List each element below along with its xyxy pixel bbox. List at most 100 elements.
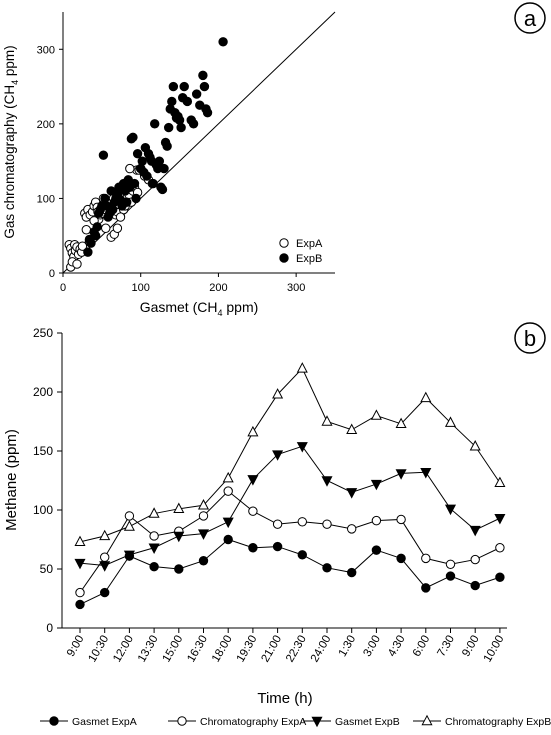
panel-a-legend: ExpA ExpB — [279, 238, 323, 265]
panel-a-point-expb — [150, 119, 160, 129]
panel-b-x-ticks: 9:00 10:30 12:00 13:30 15:00 16:30 18:00 19:30 2… — [65, 628, 506, 664]
panel-b-point-chromatography-expa — [421, 553, 431, 564]
panel-b-point-gasmet-expa — [470, 580, 480, 591]
panel-a-x-axis-label: Gasmet (CH4 ppm) — [140, 299, 259, 318]
panel-b-x-tick-label: 21:00 — [259, 634, 284, 665]
panel-b-legend: Gasmet ExpA Chromatography ExpA Gasmet Exp… — [40, 714, 551, 728]
panel-b-point-chromatography-expa — [124, 511, 135, 521]
panel-b-point-gasmet-expa — [297, 550, 307, 560]
panel-b-point-gasmet-expb — [173, 531, 185, 543]
panel-b-point-chromatography-expb — [444, 416, 457, 427]
panel-b-x-axis-label: Time (h) — [257, 690, 312, 707]
panel-b-x-tick-label: 10:30 — [87, 634, 112, 665]
panel-b-point-gasmet-expa — [198, 556, 209, 566]
panel-b-legend-marker-chromatography-expb — [421, 714, 433, 726]
panel-a-x-tick-label: 200 — [209, 282, 227, 294]
panel-a-reference-line — [62, 11, 336, 274]
panel-b-point-gasmet-expa — [223, 534, 233, 545]
panel-b-point-chromatography-expb — [123, 520, 135, 531]
panel-a-point-expb — [92, 222, 102, 232]
panel-b-point-chromatography-expa — [470, 554, 480, 565]
panel-b-point-chromatography-expb — [494, 476, 506, 488]
panel-a-point-expb — [90, 231, 101, 241]
panel-a-point-expb — [182, 96, 193, 107]
panel-b-x-tick-label: 6:00 — [411, 634, 433, 659]
panel-b-y-axis-label: Methane (ppm) — [3, 429, 20, 531]
panel-b-x-tick-label: 9:00 — [65, 634, 87, 659]
panel-a-point-expb — [191, 89, 202, 99]
panel-a-y-tick-label: 200 — [37, 119, 55, 131]
panel-a-point-expb — [179, 81, 189, 92]
panel-b-point-chromatography-expb — [296, 362, 308, 373]
panel-b-x-tick-label: 7:30 — [436, 634, 458, 659]
panel-a-point-expa — [77, 241, 88, 251]
panel-b-series-lines — [79, 367, 501, 605]
panel-b-y-tick-label: 50 — [40, 562, 54, 576]
panel-a-point-expb — [168, 81, 179, 92]
panel-b-point-gasmet-expb — [247, 475, 259, 486]
panel-b-y-tick-label: 200 — [33, 385, 53, 399]
panel-a-x-ticks: 0 100 200 300 — [60, 273, 305, 294]
panel-a-point-expb — [199, 81, 210, 92]
panel-b-line-chromatography-expa — [79, 490, 501, 593]
panel-a-y-tick-label: 300 — [37, 44, 55, 56]
panel-a-y-axis-label: Gas chromatography (CH4 ppm) — [2, 45, 20, 238]
panel-b-point-chromatography-expb — [321, 415, 333, 426]
panel-a-point-expb — [108, 204, 118, 215]
panel-b-line-gasmet-expb — [79, 445, 501, 566]
panel-a-points — [64, 37, 228, 272]
panel-b-point-gasmet-expa — [248, 543, 258, 553]
panel-a-y-ticks: 0 100 200 300 — [37, 44, 63, 280]
panel-b-series-markers — [74, 362, 506, 610]
panel-a-label-circle — [514, 2, 546, 34]
panel-b-legend-label: Chromatography ExpA — [200, 716, 306, 728]
panel-b-y-tick-label: 0 — [46, 621, 53, 635]
panel-b-point-chromatography-expb — [395, 417, 407, 429]
panel-a-point-expb — [98, 150, 109, 160]
panel-a-point-expb — [100, 193, 110, 204]
panel-b-label-circle — [514, 322, 546, 354]
panel-b-legend-label: Gasmet ExpA — [72, 716, 137, 728]
panel-b-point-chromatography-expb — [370, 409, 382, 420]
panel-a-legend-marker-expa — [279, 238, 289, 248]
panel-a-point-expa — [81, 225, 92, 235]
panel-b-point-gasmet-expa — [445, 571, 456, 581]
panel-b-point-gasmet-expa — [495, 572, 505, 582]
panel-b-label: b — [524, 326, 536, 351]
panel-a-point-expb — [131, 193, 141, 204]
panel-b-point-chromatography-expb — [173, 502, 185, 514]
panel-b-legend-marker-gasmet-expb — [311, 716, 323, 728]
panel-b-point-gasmet-expa — [421, 583, 431, 593]
panel-b-point-gasmet-expb — [296, 442, 308, 453]
panel-a-point-expb — [176, 122, 186, 133]
panel-a-point-expb — [157, 184, 168, 195]
panel-a-point-expb — [137, 156, 147, 166]
panel-b-point-gasmet-expb — [321, 476, 333, 487]
panel-b-point-chromatography-expa — [396, 514, 406, 525]
panel-b-point-chromatography-expa — [248, 506, 258, 516]
panel-b-point-chromatography-expa — [223, 486, 233, 496]
panel-b-x-tick-label: 10:00 — [482, 634, 507, 665]
panel-a-point-expb — [142, 171, 152, 181]
panel-a-x-tick-label: 0 — [60, 282, 66, 294]
panel-a-point-expb — [188, 119, 199, 129]
panel-b-point-gasmet-expb — [444, 504, 457, 516]
panel-b-point-chromatography-expa — [149, 531, 159, 541]
panel-b-point-gasmet-expb — [99, 561, 111, 572]
panel-b-point-gasmet-expb — [420, 468, 432, 479]
panel-a-point-expb — [128, 132, 138, 142]
panel-b-point-chromatography-expa — [198, 511, 209, 521]
panel-b-point-gasmet-expb — [123, 550, 135, 562]
panel-b-point-chromatography-expa — [297, 517, 307, 527]
panel-a-point-expa — [125, 163, 135, 174]
panel-a-point-expb — [174, 115, 185, 125]
panel-a-y-tick-label: 100 — [37, 193, 55, 205]
panel-b-point-chromatography-expa — [100, 552, 110, 562]
panel-b-x-tick-label: 22:30 — [284, 634, 309, 665]
panel-b-point-gasmet-expa — [396, 553, 406, 564]
panel-b-point-chromatography-expa — [272, 519, 283, 529]
panel-a-point-expa — [72, 259, 82, 269]
panel-b-x-tick-label: 4:30 — [386, 634, 408, 659]
panel-b-point-gasmet-expa — [100, 587, 110, 598]
